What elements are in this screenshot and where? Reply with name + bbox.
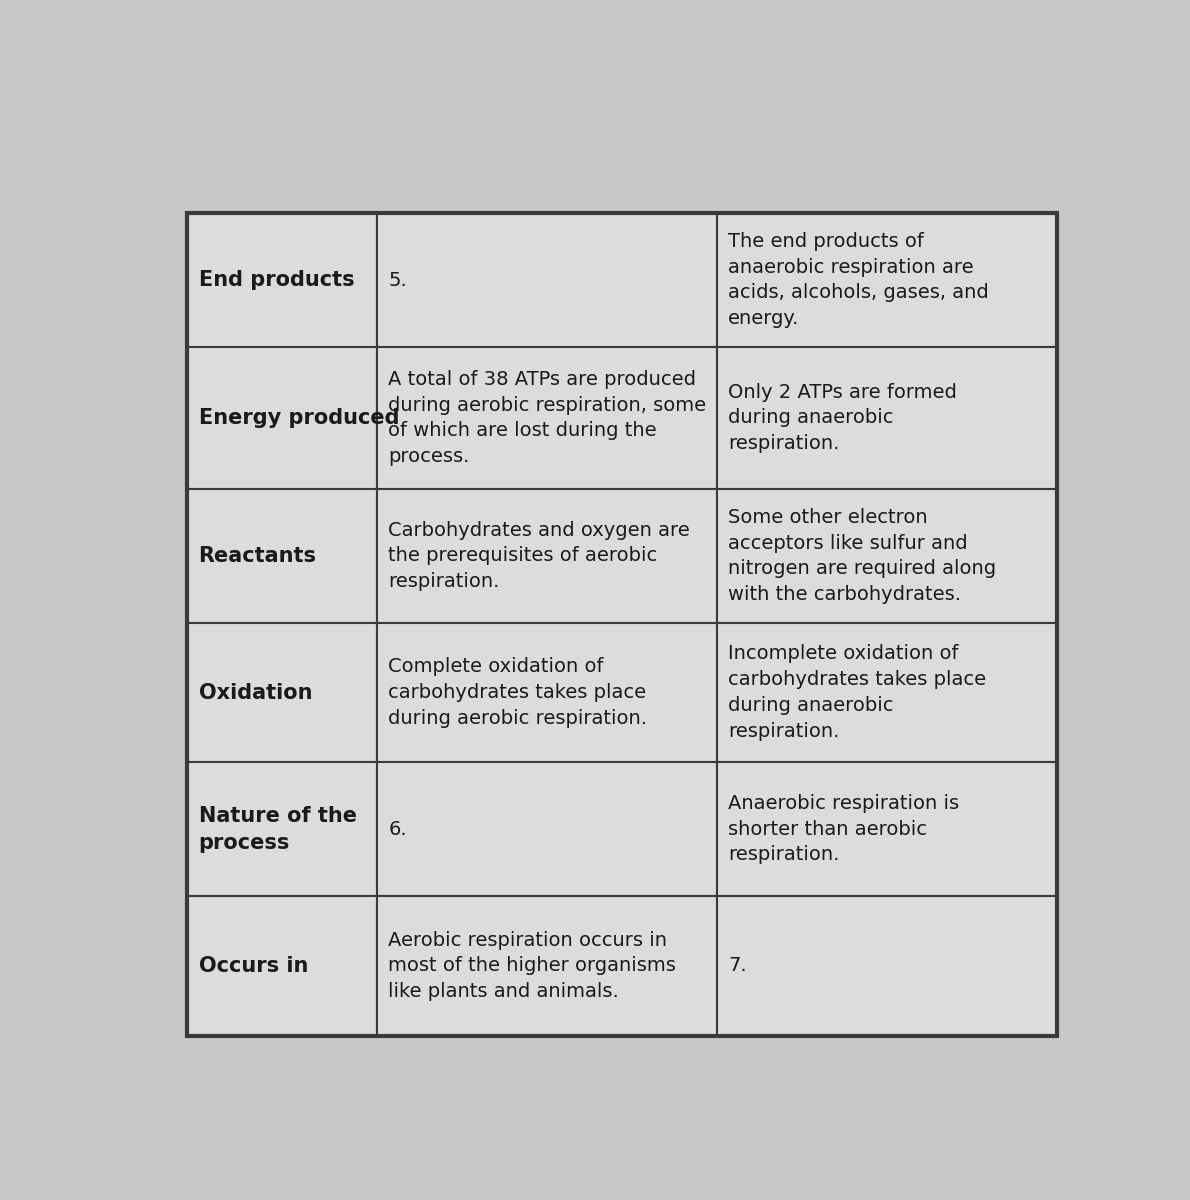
- Bar: [377, 896, 718, 1036]
- Text: Aerobic respiration occurs in
most of the higher organisms
like plants and anima: Aerobic respiration occurs in most of th…: [388, 930, 676, 1001]
- Bar: [188, 623, 377, 762]
- Text: Only 2 ATPs are formed
during anaerobic
respiration.: Only 2 ATPs are formed during anaerobic …: [728, 383, 957, 454]
- Text: Occurs in: Occurs in: [199, 955, 308, 976]
- Text: A total of 38 ATPs are produced
during aerobic respiration, some
of which are lo: A total of 38 ATPs are produced during a…: [388, 370, 707, 466]
- Bar: [188, 762, 377, 896]
- Text: 5.: 5.: [388, 270, 407, 289]
- Text: Oxidation: Oxidation: [199, 683, 312, 702]
- Text: Some other electron
acceptors like sulfur and
nitrogen are required along
with t: Some other electron acceptors like sulfu…: [728, 508, 996, 604]
- Bar: [718, 490, 1057, 623]
- Bar: [377, 490, 718, 623]
- Text: Complete oxidation of
carbohydrates takes place
during aerobic respiration.: Complete oxidation of carbohydrates take…: [388, 658, 647, 728]
- Text: Anaerobic respiration is
shorter than aerobic
respiration.: Anaerobic respiration is shorter than ae…: [728, 794, 959, 864]
- Bar: [188, 347, 377, 490]
- Text: End products: End products: [199, 270, 355, 290]
- Bar: [718, 762, 1057, 896]
- Text: Energy produced: Energy produced: [199, 408, 399, 428]
- Text: Reactants: Reactants: [199, 546, 317, 566]
- Bar: [718, 214, 1057, 347]
- Bar: [188, 490, 377, 623]
- Bar: [377, 347, 718, 490]
- Text: 7.: 7.: [728, 956, 747, 976]
- Bar: [377, 762, 718, 896]
- Bar: [718, 347, 1057, 490]
- Text: The end products of
anaerobic respiration are
acids, alcohols, gases, and
energy: The end products of anaerobic respiratio…: [728, 232, 989, 328]
- Bar: [188, 214, 1057, 1036]
- Text: Nature of the
process: Nature of the process: [199, 805, 357, 853]
- Bar: [188, 896, 377, 1036]
- Bar: [718, 623, 1057, 762]
- Bar: [188, 214, 377, 347]
- Bar: [377, 214, 718, 347]
- Text: 6.: 6.: [388, 820, 407, 839]
- Text: Incomplete oxidation of
carbohydrates takes place
during anaerobic
respiration.: Incomplete oxidation of carbohydrates ta…: [728, 644, 987, 740]
- Text: Carbohydrates and oxygen are
the prerequisites of aerobic
respiration.: Carbohydrates and oxygen are the prerequ…: [388, 521, 690, 592]
- Bar: [718, 896, 1057, 1036]
- Bar: [377, 623, 718, 762]
